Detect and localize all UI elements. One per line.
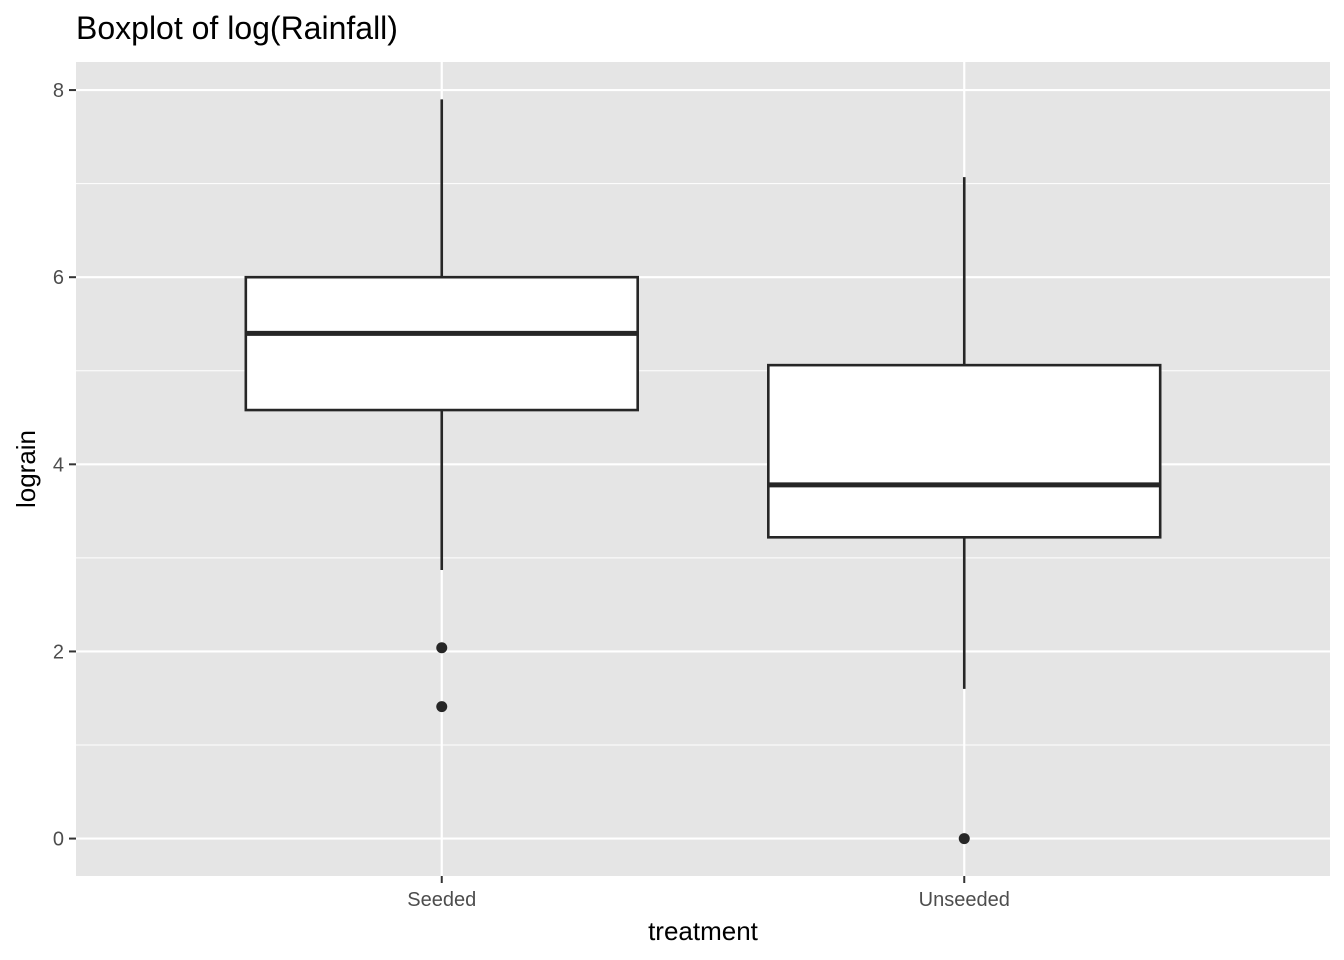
interquartile-box	[767, 363, 1162, 539]
x-tick-label: Seeded	[407, 889, 476, 911]
outlier-point	[436, 642, 448, 654]
interquartile-box	[244, 275, 639, 412]
y-tick-label: 0	[53, 829, 64, 851]
y-tick-label: 2	[53, 641, 64, 663]
y-axis-title: lograin	[11, 430, 41, 508]
axis-ticks: 0 2 4 6 8 Seeded Unseeded	[53, 80, 1010, 911]
y-tick-label: 6	[53, 267, 64, 289]
box-unseeded	[767, 177, 1162, 845]
outlier-point	[436, 701, 448, 713]
box-seeded	[244, 99, 639, 713]
y-tick-label: 8	[53, 80, 64, 102]
outlier-point	[958, 833, 970, 845]
boxes	[244, 99, 1162, 845]
x-tick-label: Unseeded	[919, 889, 1010, 911]
chart-title: Boxplot of log(Rainfall)	[76, 10, 398, 46]
y-tick-label: 4	[53, 454, 64, 476]
x-axis-title: treatment	[648, 916, 759, 946]
